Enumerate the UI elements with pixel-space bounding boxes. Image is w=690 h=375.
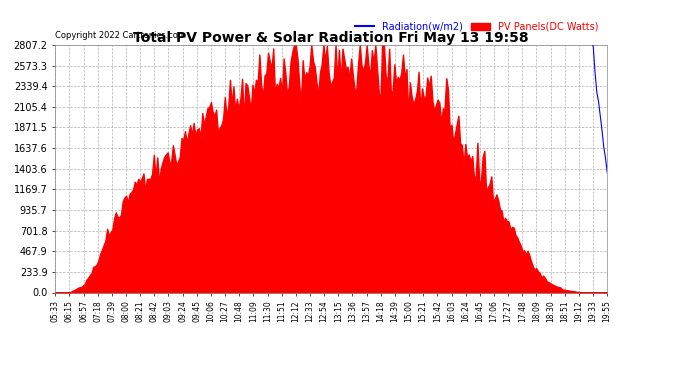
Text: Copyright 2022 Cartronics.com: Copyright 2022 Cartronics.com: [55, 31, 186, 40]
Legend: Radiation(w/m2), PV Panels(DC Watts): Radiation(w/m2), PV Panels(DC Watts): [351, 18, 602, 36]
Title: Total PV Power & Solar Radiation Fri May 13 19:58: Total PV Power & Solar Radiation Fri May…: [133, 31, 529, 45]
